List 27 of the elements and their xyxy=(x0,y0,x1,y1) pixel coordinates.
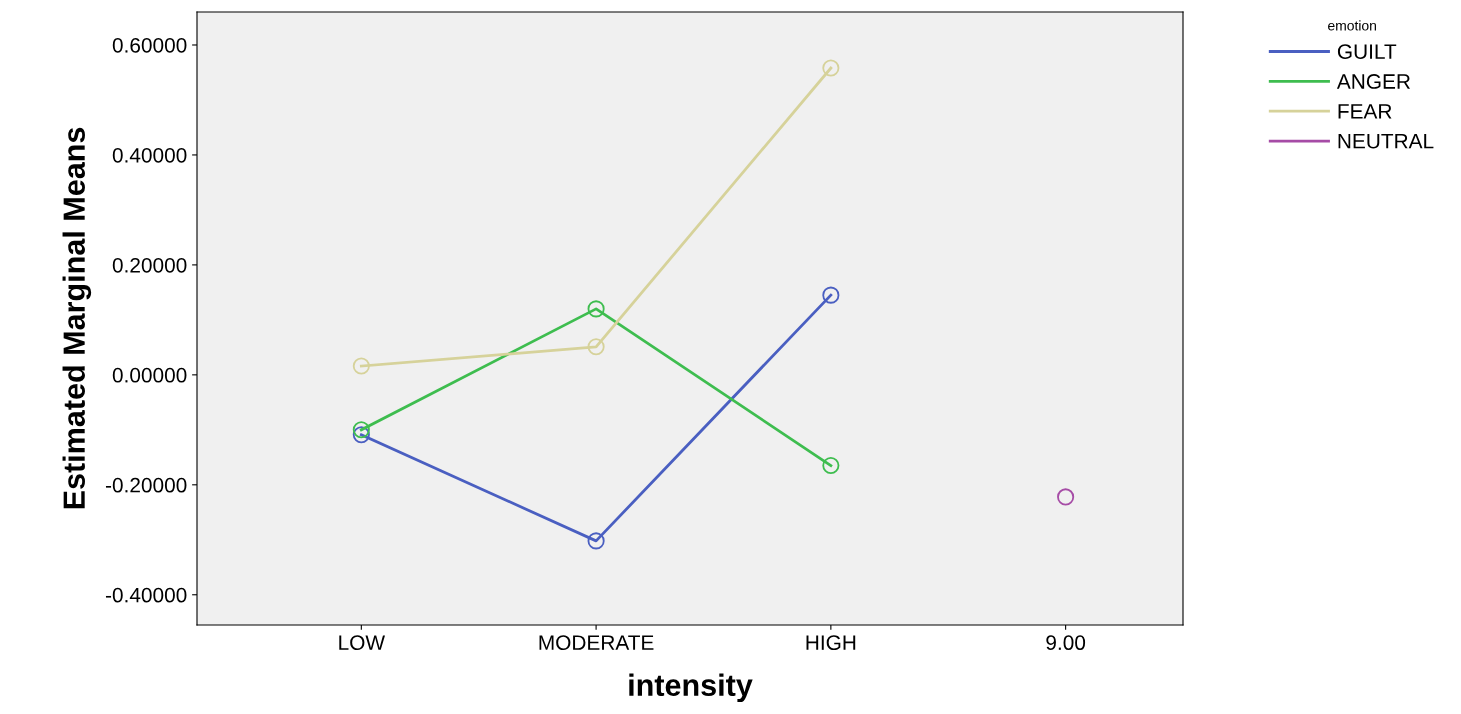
legend-label: NEUTRAL xyxy=(1338,133,1434,149)
y-tick-label: -0.40000 xyxy=(105,587,187,603)
x-axis-title: intensity xyxy=(629,673,753,703)
point xyxy=(352,421,370,439)
legend-title: emotion xyxy=(1328,20,1376,31)
x-tick-label: 9.00 xyxy=(1046,635,1086,651)
y-tick-label: -0.20000 xyxy=(105,477,187,493)
point xyxy=(822,286,840,304)
legend-label: FEAR xyxy=(1338,104,1392,119)
point xyxy=(822,59,840,77)
y-tick-label: 0.60000 xyxy=(112,37,187,53)
x-tick-label: HIGH xyxy=(806,635,856,651)
point xyxy=(822,457,840,475)
x-tick-label: MODERATE xyxy=(539,635,654,651)
legend-label: GUILT xyxy=(1337,44,1397,59)
point xyxy=(352,357,370,375)
point xyxy=(587,532,605,550)
point xyxy=(587,300,605,318)
x-tick-label: LOW xyxy=(339,635,385,651)
point xyxy=(352,426,370,444)
point xyxy=(1057,488,1075,506)
y-tick-label: 0.00000 xyxy=(112,367,187,383)
y-axis-title: Estimated Marginal Means xyxy=(62,127,92,509)
y-tick-label: 0.20000 xyxy=(112,257,187,273)
y-tick-label: 0.40000 xyxy=(112,147,187,163)
point xyxy=(587,338,605,356)
legend-label: ANGER xyxy=(1336,74,1410,89)
